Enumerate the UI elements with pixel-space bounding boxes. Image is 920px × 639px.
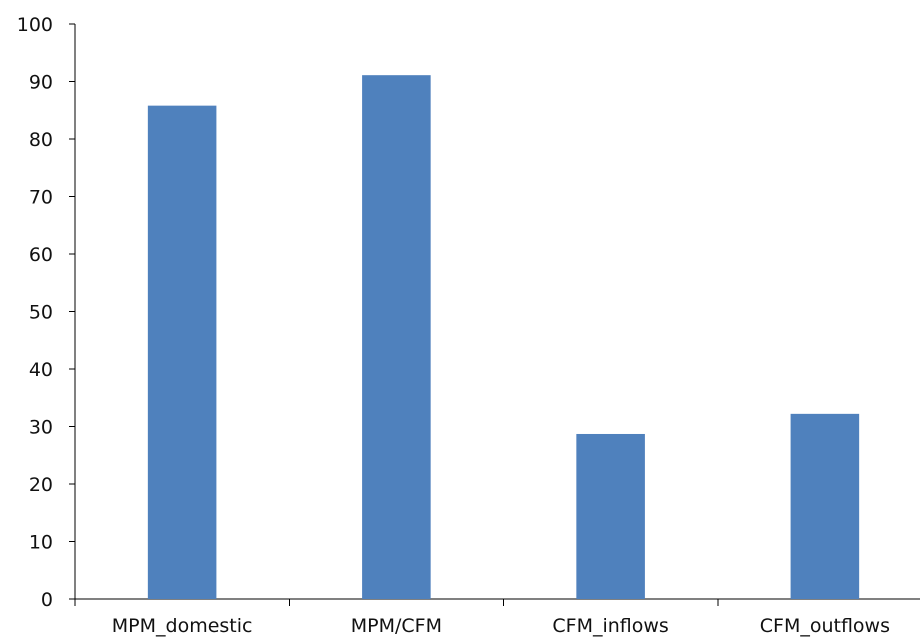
bar-mpm-cfm	[362, 75, 431, 600]
y-tick-label: 30	[29, 417, 53, 439]
y-tick-label: 70	[29, 187, 53, 209]
y-tick-label: 10	[29, 532, 53, 554]
bar-mpm-domestic	[147, 105, 217, 600]
bar-cfm-outflows	[790, 413, 860, 599]
x-category-label: MPM_domestic	[112, 615, 253, 637]
y-tick-label: 0	[41, 589, 53, 611]
x-axis: MPM_domestic MPM/CFM CFM_inflows CFM_outflo…	[74, 598, 920, 637]
y-tick-label: 40	[29, 359, 53, 381]
x-category-label: CFM_outflows	[760, 615, 890, 637]
y-tick-label: 50	[29, 302, 53, 324]
x-category-label: MPM/CFM	[351, 615, 442, 637]
bars	[147, 75, 860, 600]
y-tick-label: 80	[29, 129, 53, 151]
y-tick-label: 20	[29, 474, 53, 496]
y-axis: 0 10 20 30 40 50 60 70 80 90 100	[17, 14, 76, 611]
x-category-label: CFM_inflows	[552, 615, 668, 637]
y-tick-label: 100	[17, 14, 53, 36]
bar-cfm-inflows	[576, 433, 645, 599]
y-tick-label: 60	[29, 244, 53, 266]
y-tick-label: 90	[29, 72, 53, 94]
